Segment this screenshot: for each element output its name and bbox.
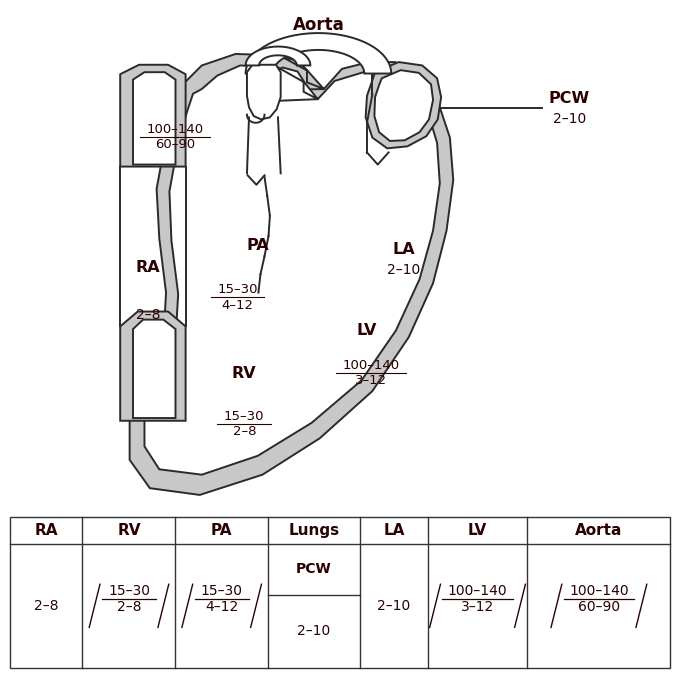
Polygon shape: [247, 65, 281, 119]
Text: Aorta: Aorta: [575, 523, 623, 538]
Text: 2–8: 2–8: [117, 600, 141, 614]
Polygon shape: [245, 33, 391, 74]
Text: 2–10: 2–10: [377, 599, 411, 613]
Text: 100–140: 100–140: [146, 123, 203, 135]
Text: 15–30: 15–30: [224, 410, 265, 422]
Text: PA: PA: [246, 238, 269, 253]
Text: PCW: PCW: [549, 91, 590, 106]
Text: 100–140: 100–140: [569, 584, 629, 598]
Text: Aorta: Aorta: [292, 16, 344, 34]
Polygon shape: [133, 72, 175, 165]
Text: RV: RV: [117, 523, 141, 538]
Polygon shape: [133, 320, 175, 418]
Text: RV: RV: [232, 366, 256, 381]
Text: PA: PA: [211, 523, 233, 538]
Text: 60–90: 60–90: [155, 138, 195, 151]
Text: 100–140: 100–140: [343, 359, 400, 372]
Text: 2–10: 2–10: [553, 112, 586, 126]
Text: 2–10: 2–10: [297, 624, 330, 638]
Text: 3–12: 3–12: [355, 374, 387, 387]
Text: 100–140: 100–140: [447, 584, 507, 598]
Text: LV: LV: [468, 523, 487, 538]
Polygon shape: [120, 311, 186, 420]
Text: LA: LA: [384, 523, 405, 538]
Text: 4–12: 4–12: [205, 600, 238, 614]
Text: RA: RA: [34, 523, 58, 538]
Text: PCW: PCW: [296, 563, 332, 576]
Polygon shape: [120, 65, 186, 167]
Text: 60–90: 60–90: [578, 600, 620, 614]
Polygon shape: [375, 70, 433, 141]
Text: Lungs: Lungs: [288, 523, 339, 538]
Text: 3–12: 3–12: [461, 600, 494, 614]
Text: 2–8: 2–8: [34, 599, 58, 613]
Text: 2–8: 2–8: [135, 308, 160, 322]
Text: 4–12: 4–12: [222, 299, 254, 311]
Text: 2–10: 2–10: [388, 263, 421, 277]
Bar: [10, 517, 670, 668]
Polygon shape: [144, 66, 440, 475]
Text: LV: LV: [357, 323, 377, 338]
Polygon shape: [130, 54, 454, 495]
Text: RA: RA: [135, 260, 160, 276]
Text: LA: LA: [393, 242, 415, 257]
Text: 15–30: 15–30: [218, 283, 258, 296]
Polygon shape: [366, 62, 441, 148]
Text: 2–8: 2–8: [233, 425, 256, 439]
Text: 15–30: 15–30: [108, 584, 150, 598]
Text: 15–30: 15–30: [201, 584, 243, 598]
Polygon shape: [245, 47, 310, 66]
